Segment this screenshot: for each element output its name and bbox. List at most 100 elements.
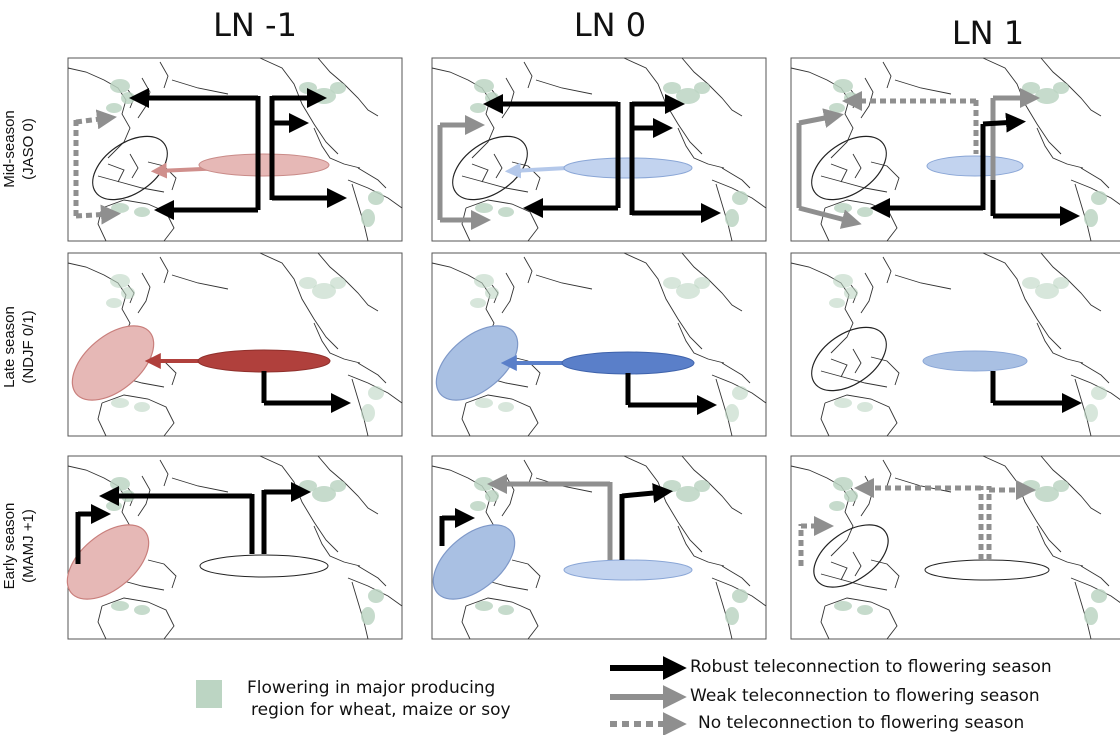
- coastline: [317, 252, 379, 312]
- indonesia-ellipse: [452, 135, 528, 201]
- flowering-region: [485, 287, 499, 299]
- indonesia-ellipse: [432, 524, 516, 600]
- coastline: [882, 61, 892, 89]
- legend-robust-label: Robust teleconnection to flowering seaso…: [690, 657, 1052, 677]
- coastline: [501, 272, 515, 314]
- flowering-region: [1091, 386, 1107, 400]
- coastline: [715, 378, 733, 437]
- nino-ellipse: [197, 349, 331, 373]
- indonesia-ellipse: [811, 326, 887, 392]
- flowering-region: [330, 480, 346, 492]
- coastline: [790, 262, 854, 354]
- coastline: [147, 559, 177, 589]
- flowering-region: [694, 480, 710, 492]
- coastline: [894, 274, 952, 290]
- flowering-region: [106, 298, 122, 308]
- coastline: [681, 57, 743, 117]
- coastline: [67, 67, 131, 159]
- coastline: [101, 394, 175, 437]
- coastline: [357, 565, 387, 587]
- indonesia-ellipse: [66, 524, 150, 600]
- coastline: [137, 272, 151, 314]
- coastline: [313, 127, 361, 169]
- coastline: [351, 183, 369, 242]
- flowering-region: [474, 274, 494, 288]
- coastline: [1036, 525, 1084, 567]
- flowering-region: [470, 298, 486, 308]
- indonesia-ellipse: [813, 524, 889, 588]
- teleconnection-arrow: [621, 483, 673, 503]
- panel-r1-c2: [790, 252, 1120, 437]
- coastline: [852, 348, 862, 374]
- legend-flowering: Flowering in major producing region for …: [247, 677, 511, 721]
- flowering-region: [498, 207, 514, 217]
- panel-r0-c2: [790, 57, 1120, 242]
- flowering-region: [829, 103, 845, 113]
- coastline: [97, 402, 107, 437]
- coastline: [171, 477, 229, 493]
- indonesia-ellipse: [811, 135, 887, 201]
- flowering-region: [1053, 480, 1069, 492]
- flowering-region: [1084, 209, 1098, 227]
- coastline: [830, 561, 848, 581]
- flowering-region: [725, 607, 739, 625]
- coastline: [852, 153, 862, 179]
- coastline: [1036, 127, 1084, 169]
- coastline: [493, 153, 503, 179]
- coastline: [357, 167, 387, 189]
- flowering-region: [361, 209, 375, 227]
- flowering-region: [368, 386, 384, 400]
- legend-none-label: No teleconnection to flowering season: [698, 713, 1025, 733]
- coastline: [715, 581, 733, 640]
- coastline: [129, 153, 139, 179]
- coastline: [351, 378, 369, 437]
- nino-ellipse: [198, 153, 330, 177]
- coastline: [523, 61, 533, 89]
- legend-flowering-swatch: [196, 680, 222, 708]
- teleconnection-arrow: [75, 109, 117, 130]
- coastline: [982, 252, 1062, 350]
- coastline: [870, 356, 900, 386]
- coastline: [1036, 322, 1084, 364]
- coastline: [721, 565, 751, 587]
- flowering-region: [676, 486, 700, 502]
- flowering-region: [110, 274, 130, 288]
- indonesia-ellipse: [435, 325, 519, 401]
- flowering-region: [1035, 88, 1059, 104]
- coastline: [1074, 581, 1092, 640]
- coastlines: [790, 252, 1120, 437]
- flowering-region: [829, 298, 845, 308]
- flowering-region: [1091, 191, 1107, 205]
- panel-r0-c1: [431, 57, 767, 242]
- coastline: [715, 183, 733, 242]
- flowering-region: [676, 283, 700, 299]
- flowering-region: [498, 605, 514, 615]
- flowering-region: [1084, 404, 1098, 422]
- nino-ellipse: [563, 157, 693, 179]
- coastline: [317, 57, 379, 117]
- flowering-region: [330, 277, 346, 289]
- flowering-region: [330, 82, 346, 94]
- column-title-ln-minus1: LN -1: [213, 6, 297, 44]
- flowering-region: [725, 209, 739, 227]
- coastline: [721, 362, 751, 384]
- coastline: [1080, 167, 1110, 189]
- flowering-region: [857, 402, 873, 412]
- flowering-region: [475, 203, 493, 213]
- flowering-region: [110, 477, 130, 491]
- coastline: [159, 256, 169, 284]
- coastline: [982, 455, 1062, 553]
- flowering-region: [1053, 82, 1069, 94]
- coastline: [820, 573, 888, 591]
- flowering-region: [1091, 589, 1107, 603]
- coastline: [1040, 57, 1102, 117]
- flowering-region: [485, 490, 499, 502]
- flowering-region: [475, 601, 493, 611]
- panel-r2-c0: [66, 455, 403, 640]
- flowering-region: [1053, 277, 1069, 289]
- flowering-region: [732, 191, 748, 205]
- nino-ellipse: [922, 350, 1028, 372]
- panel-r2-c2: [790, 455, 1120, 640]
- coastline: [171, 274, 229, 290]
